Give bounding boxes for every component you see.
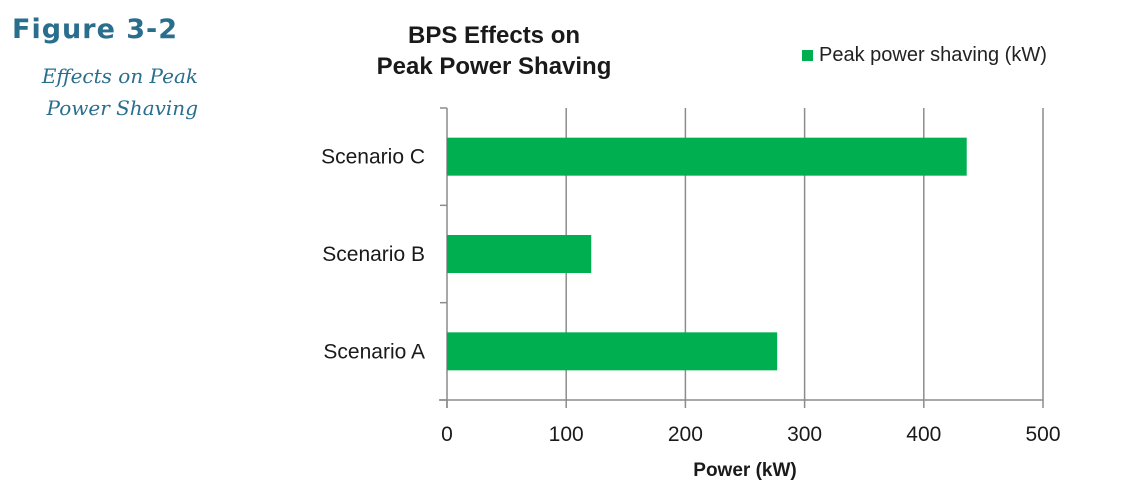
- category-label: Scenario B: [322, 243, 425, 266]
- category-label: Scenario A: [323, 340, 425, 363]
- bar: [447, 332, 778, 371]
- x-tick-label: 400: [906, 423, 941, 446]
- figure-caption-line1: Effects on Peak: [41, 64, 198, 88]
- bar: [447, 137, 967, 176]
- chart-title-line1: BPS Effects on: [407, 22, 581, 49]
- legend-label: Peak power shaving (kW): [819, 44, 1047, 66]
- x-tick-label: 300: [787, 423, 822, 446]
- chart-legend: Peak power shaving (kW): [802, 44, 1047, 67]
- x-tick-label: 500: [1025, 423, 1060, 446]
- figure-label: Figure 3-2: [12, 14, 179, 45]
- x-axis-title: Power (kW): [693, 460, 796, 481]
- x-tick-label: 100: [549, 423, 584, 446]
- x-tick-label: 0: [441, 423, 453, 446]
- legend-swatch: [802, 50, 813, 61]
- x-tick-label: 200: [668, 423, 703, 446]
- figure-caption-line2: Power Shaving: [46, 96, 198, 120]
- chart-title-line2: Peak Power Shaving: [376, 53, 612, 80]
- figure-caption: Effects on Peak Power Shaving: [12, 60, 198, 124]
- category-label: Scenario C: [321, 146, 425, 169]
- bar: [447, 235, 592, 273]
- chart-title: BPS Effects on Peak Power Shaving: [336, 20, 652, 82]
